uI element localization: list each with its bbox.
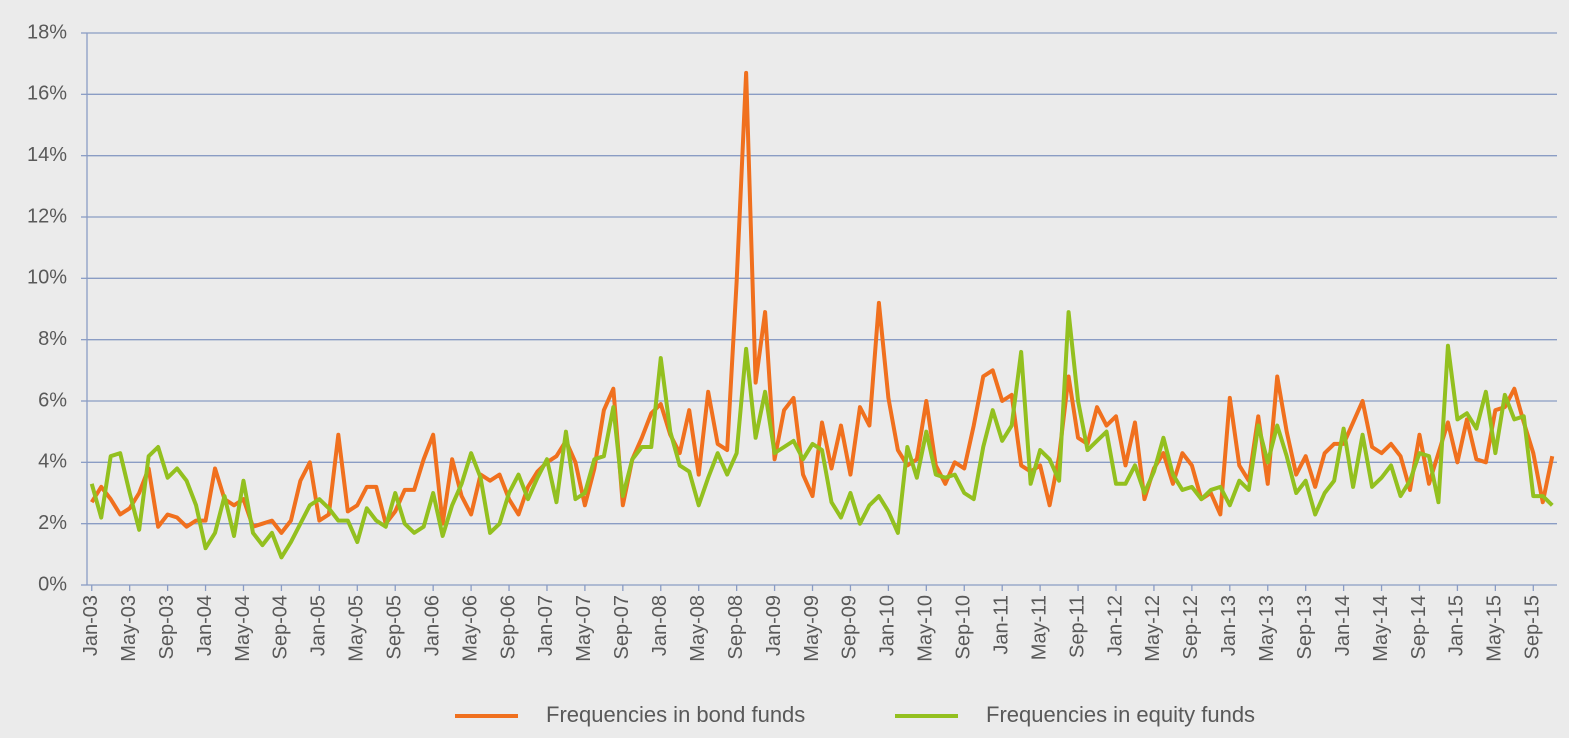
- x-tick-label: Jan-13: [1218, 595, 1240, 656]
- x-tick-label: Jan-15: [1446, 595, 1468, 656]
- x-tick-label: Jan-07: [535, 595, 557, 656]
- x-tick-label: May-09: [801, 595, 823, 662]
- x-tick-label: Jan-12: [1104, 595, 1126, 656]
- x-tick-label: Jan-14: [1332, 595, 1354, 656]
- y-tick-label: 4%: [38, 451, 67, 473]
- y-tick-label: 14%: [27, 144, 67, 166]
- x-tick-label: May-13: [1256, 595, 1278, 662]
- series-line: [90, 70, 1555, 535]
- x-tick-label: May-08: [687, 595, 709, 662]
- x-tick-label: Sep-03: [156, 595, 178, 660]
- x-tick-label: May-07: [573, 595, 595, 662]
- x-tick-label: Jan-11: [990, 595, 1012, 655]
- x-tick-label: Jan-08: [649, 595, 671, 656]
- legend-label: Frequencies in equity funds: [986, 702, 1255, 727]
- y-tick-label: 10%: [27, 267, 67, 289]
- x-tick-label: Sep-11: [1066, 595, 1088, 658]
- y-tick-label: 2%: [38, 512, 67, 534]
- x-tick-label: May-04: [232, 595, 254, 662]
- y-tick-label: 8%: [38, 328, 67, 350]
- x-tick-label: Sep-04: [270, 595, 292, 660]
- y-tick-label: 0%: [38, 573, 67, 595]
- x-tick-label: Sep-06: [497, 595, 519, 660]
- x-tick-label: Sep-08: [725, 595, 747, 660]
- x-tick-label: May-14: [1370, 595, 1392, 662]
- x-tick-label: Sep-14: [1408, 595, 1430, 660]
- x-tick-label: Jan-09: [763, 595, 785, 656]
- x-tick-label: Sep-12: [1180, 595, 1202, 660]
- legend-label: Frequencies in bond funds: [546, 702, 805, 727]
- x-tick-label: Sep-09: [839, 595, 861, 660]
- x-tick-label: May-11: [1028, 595, 1050, 660]
- y-tick-label: 12%: [27, 205, 67, 227]
- x-tick-label: Jan-04: [194, 595, 216, 656]
- x-tick-label: May-05: [346, 595, 368, 662]
- x-tick-label: Jan-10: [877, 595, 899, 656]
- x-tick-label: May-12: [1142, 595, 1164, 662]
- y-tick-label: 6%: [38, 389, 67, 411]
- x-tick-label: Jan-06: [421, 595, 443, 656]
- x-tick-label: Jan-03: [80, 595, 102, 656]
- x-tick-label: Sep-13: [1294, 595, 1316, 660]
- x-tick-label: Sep-07: [611, 595, 633, 660]
- x-tick-label: Sep-05: [384, 595, 406, 660]
- x-tick-label: May-15: [1484, 595, 1506, 662]
- x-tick-label: Jan-05: [308, 595, 330, 656]
- x-tick-label: Sep-10: [953, 595, 975, 660]
- x-tick-label: May-06: [459, 595, 481, 662]
- y-tick-label: 16%: [27, 83, 67, 105]
- x-tick-label: Sep-15: [1522, 595, 1544, 660]
- x-tick-label: May-10: [915, 595, 937, 662]
- series-line: [89, 310, 1554, 560]
- x-tick-label: May-03: [118, 595, 140, 662]
- y-tick-label: 18%: [27, 21, 67, 43]
